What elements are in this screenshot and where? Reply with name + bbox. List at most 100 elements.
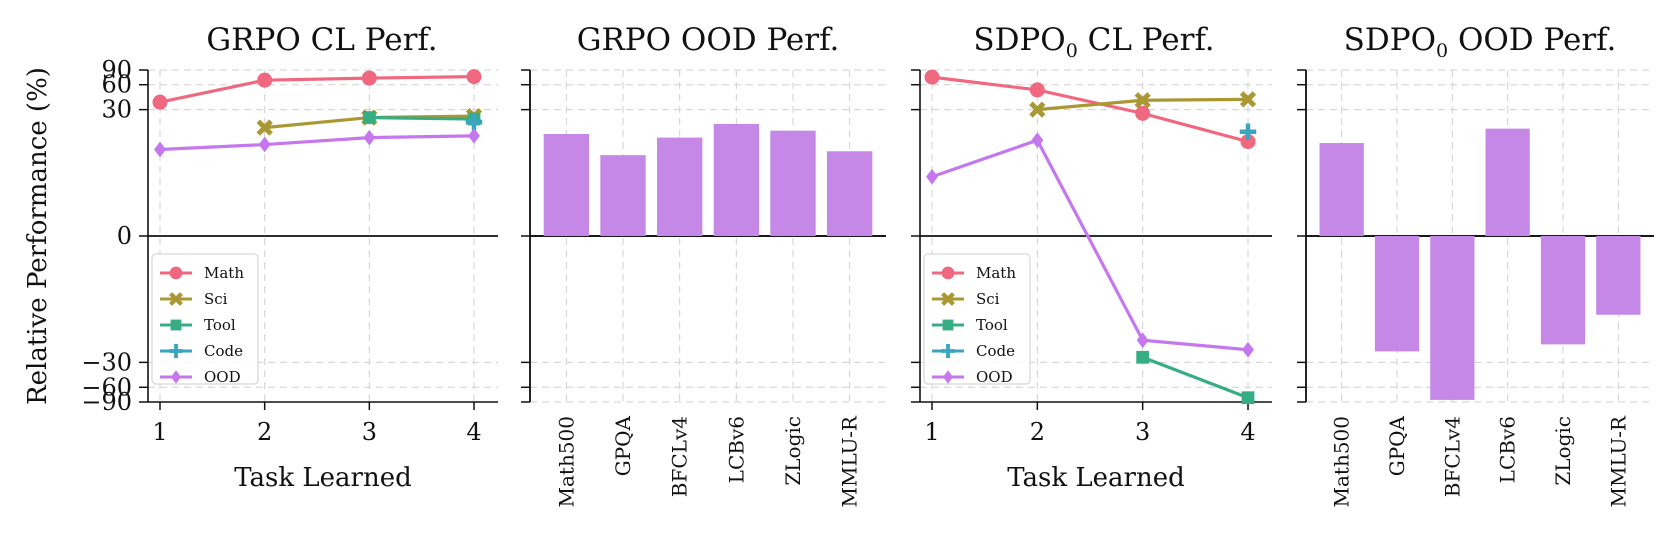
legend-label: Math [976, 264, 1016, 282]
marker-diamond [1136, 332, 1149, 349]
marker-circle [152, 94, 168, 110]
y-tick-label: 30 [101, 96, 132, 124]
x-tick-label: 3 [362, 418, 377, 446]
series-math [152, 69, 482, 110]
series-code [465, 113, 483, 131]
x-tick-label: LCBv6 [724, 416, 748, 483]
y-tick-label: 60 [101, 71, 132, 99]
y-tick-label: −60 [81, 373, 132, 401]
series-line [1142, 355, 1249, 400]
bar-zlogic [1540, 236, 1586, 345]
marker-x [256, 119, 273, 136]
legend-label: OOD [976, 368, 1013, 386]
x-tick-label: MMLU-R [838, 415, 862, 507]
panel-title: SDPO0 OOD Perf. [1344, 22, 1617, 62]
x-tick-label: GPQA [1385, 415, 1409, 476]
marker-plus [168, 343, 184, 359]
marker-square [170, 319, 182, 331]
y-tick-label: 0 [117, 222, 132, 250]
series-line [931, 138, 1249, 352]
legend-label: Math [204, 264, 244, 282]
series-math [924, 69, 1256, 150]
marker-diamond [363, 129, 376, 146]
marker-circle [941, 266, 955, 280]
panel-title: GRPO OOD Perf. [577, 22, 840, 58]
marker-x [169, 292, 183, 306]
marker-plus [940, 343, 956, 359]
x-axis-label: Task Learned [234, 463, 412, 493]
marker-circle [1135, 105, 1151, 121]
marker-diamond [468, 127, 480, 144]
legend-label: Tool [976, 316, 1008, 334]
x-tick-label: BFCLv4 [1440, 416, 1464, 497]
panel-4: SDPO0 OOD Perf. Math500 GPQA BFCLv4 LCBv6 ZLo… [1297, 22, 1654, 508]
bar-zlogic [770, 130, 816, 236]
bar-gpqa [1374, 236, 1420, 352]
bar-gpqa [600, 155, 646, 236]
marker-plus [465, 113, 483, 131]
marker-diamond [926, 168, 938, 185]
x-tick-label: 1 [152, 418, 167, 446]
bar-mmlu-r [1596, 236, 1641, 315]
marker-circle [466, 69, 482, 85]
marker-plus [1239, 123, 1257, 140]
marker-square [362, 111, 376, 124]
legend-label: Tool [204, 316, 236, 334]
series-tool [1136, 350, 1255, 405]
series-tool [362, 111, 481, 126]
legend-label: Sci [976, 290, 1000, 308]
bar-lcbv6 [1485, 128, 1530, 236]
title-main: SDPO [1344, 22, 1436, 58]
marker-circle [1029, 82, 1045, 98]
x-tick-label: 3 [1135, 418, 1150, 446]
y-tick-label: −30 [81, 348, 132, 376]
marker-square [942, 319, 954, 331]
legend-label: Code [204, 342, 243, 360]
legend-label: Sci [204, 290, 228, 308]
panel-title: GRPO CL Perf. [206, 22, 437, 58]
legend: Math Sci Tool Code OOD [151, 253, 259, 386]
y-tick-label: −90 [81, 388, 132, 416]
x-tick-label: MMLU-R [1606, 415, 1630, 507]
x-tick-label: 4 [466, 418, 481, 446]
x-tick-label: 1 [924, 418, 939, 446]
marker-diamond [942, 370, 954, 384]
marker-diamond [154, 141, 166, 158]
x-axis-label: Task Learned [1007, 463, 1185, 493]
series-ood [926, 132, 1254, 358]
bar-math500 [543, 133, 589, 236]
marker-x [1239, 91, 1257, 108]
title-subscript: 0 [1436, 40, 1448, 62]
marker-diamond [258, 136, 271, 153]
bar-bfclv4 [1430, 236, 1475, 400]
x-tick-label: Math500 [1330, 416, 1354, 508]
bar-mmlu-r [827, 151, 873, 236]
series-line [931, 75, 1249, 144]
marker-x [1134, 92, 1151, 109]
marker-circle [361, 70, 377, 86]
x-tick-label: Math500 [554, 416, 578, 508]
panel-3: SDPO0 CL Perf. 1 2 3 4 Task Learned Math Sci Too… [911, 22, 1272, 493]
x-tick-label: ZLogic [781, 416, 805, 486]
series-line [369, 115, 475, 121]
marker-diamond [1031, 132, 1044, 149]
x-tick-label: BFCLv4 [668, 416, 692, 497]
marker-circle [1240, 134, 1256, 150]
x-tick-label: 2 [257, 418, 272, 446]
legend: Math Sci Tool Code OOD [923, 253, 1031, 386]
y-tick-label: 90 [101, 56, 132, 84]
title-subscript: 0 [1066, 40, 1078, 62]
title-suffix: OOD Perf. [1448, 22, 1616, 58]
legend-label: Code [976, 342, 1015, 360]
marker-square [1241, 391, 1255, 405]
series-line [159, 75, 475, 104]
marker-circle [169, 266, 183, 280]
title-main: SDPO [973, 22, 1065, 58]
bar-math500 [1319, 143, 1364, 236]
marker-diamond [170, 370, 182, 384]
bar-lcbv6 [713, 123, 759, 236]
marker-diamond [1242, 341, 1254, 358]
x-tick-label: ZLogic [1551, 416, 1575, 486]
